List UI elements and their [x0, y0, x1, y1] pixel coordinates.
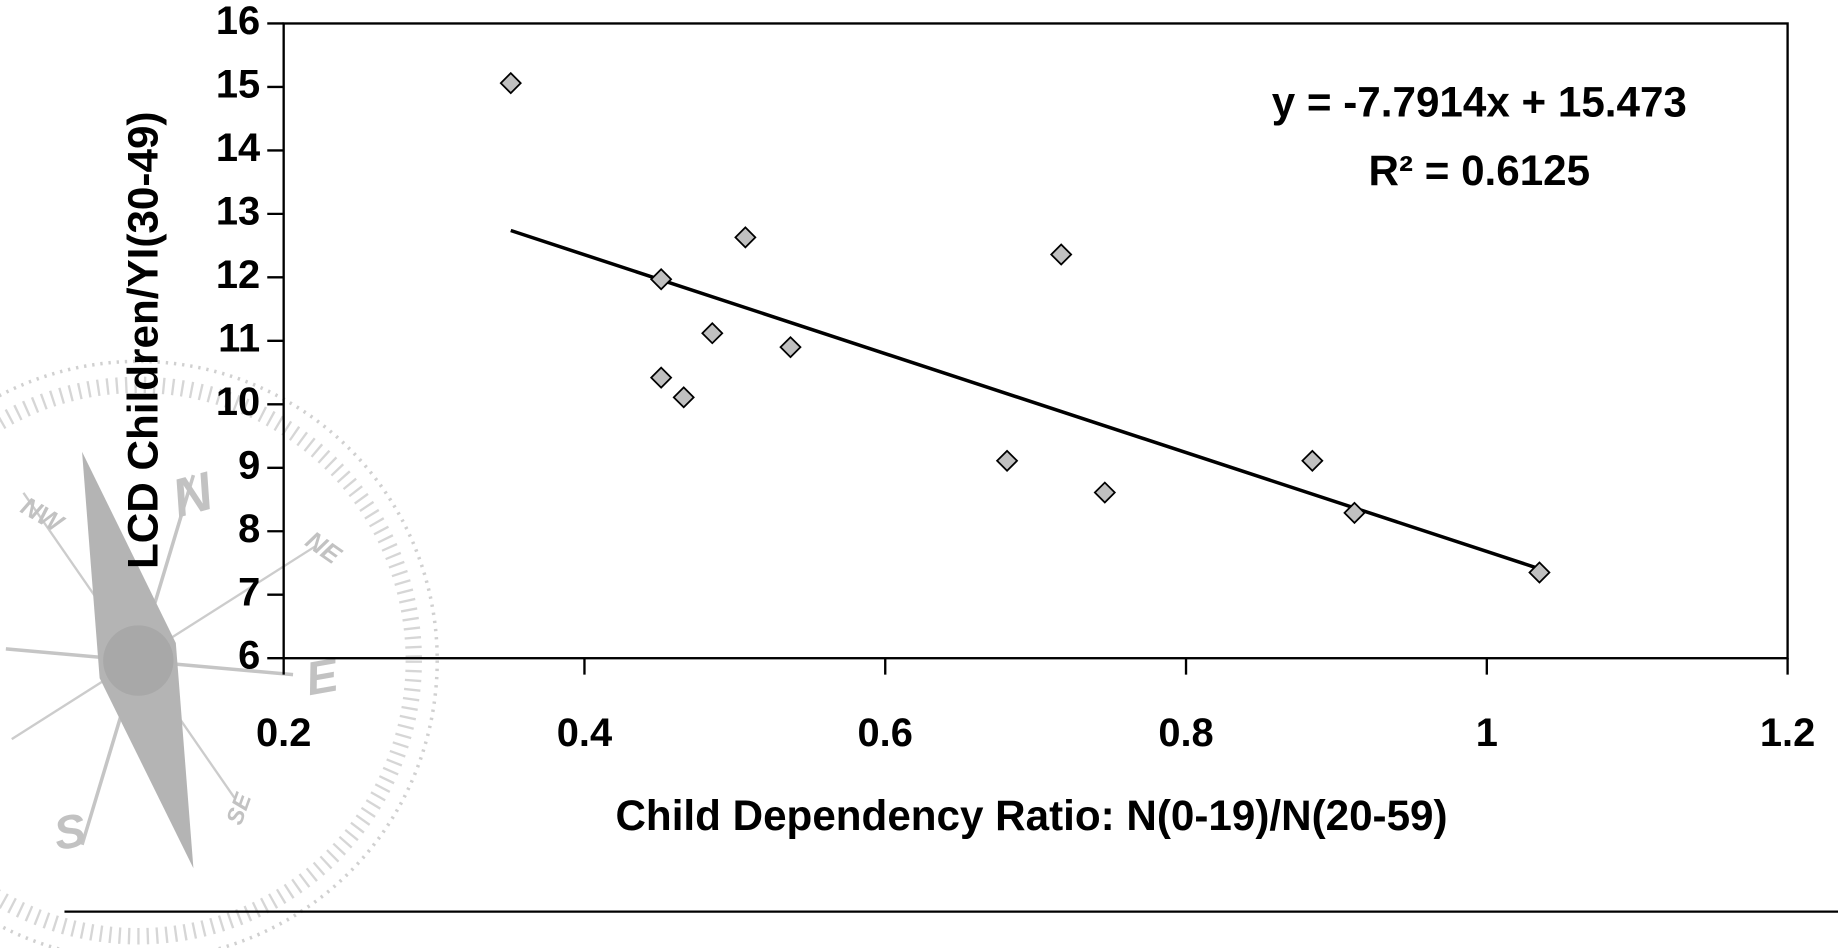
x-tick-label: 0.2	[256, 711, 311, 755]
y-tick-label: 15	[216, 62, 260, 106]
compass-label: N	[166, 461, 220, 529]
data-point	[1343, 501, 1366, 525]
data-point	[1528, 561, 1551, 584]
data-point	[499, 71, 522, 95]
y-axis-label: LCD Children/YI(30-49)	[120, 112, 167, 569]
data-point	[649, 366, 673, 389]
data-point	[779, 335, 802, 359]
data-point	[734, 226, 757, 249]
compass-label: NE	[300, 526, 346, 570]
data-point	[649, 268, 673, 291]
trendline	[510, 228, 1540, 571]
compass-ring	[0, 359, 439, 948]
y-tick-label: 7	[238, 570, 260, 614]
y-tick-label: 11	[218, 316, 260, 360]
data-point	[1093, 481, 1117, 504]
y-tick-label: 8	[238, 507, 260, 551]
data-point	[672, 386, 695, 409]
compass-label: NW	[16, 492, 69, 539]
data-point	[701, 322, 724, 345]
x-tick-label: 1.2	[1760, 711, 1815, 755]
y-tick-label: 10	[216, 380, 260, 424]
x-axis-label: Child Dependency Ratio: N(0-19)/N(20-59)	[615, 792, 1447, 839]
y-tick-label: 12	[216, 253, 260, 297]
x-tick-label: 0.8	[1158, 711, 1213, 755]
data-point	[1049, 243, 1073, 266]
compass-label: SE	[221, 789, 257, 829]
compass-label: E	[302, 648, 344, 705]
y-tick-label: 13	[216, 189, 260, 233]
compass-hub	[103, 625, 174, 696]
x-tick-label: 0.6	[858, 711, 913, 755]
y-tick-label: 14	[216, 126, 260, 170]
data-point	[995, 449, 1019, 473]
y-tick-label: 16	[216, 0, 260, 43]
x-tick-label: 0.4	[557, 711, 612, 755]
compass-watermark: N NW NE E S SE	[0, 359, 439, 948]
trend-equation: y = -7.7914x + 15.473	[1272, 79, 1687, 126]
plot-frame	[282, 22, 1789, 660]
y-tick-label: 6	[238, 634, 260, 678]
compass-ring	[0, 376, 422, 945]
compass-label: S	[50, 803, 90, 860]
data-point	[1301, 449, 1324, 473]
x-tick-label: 1	[1476, 711, 1498, 755]
r-squared: R² = 0.6125	[1369, 147, 1591, 194]
y-tick-label: 9	[238, 443, 260, 487]
